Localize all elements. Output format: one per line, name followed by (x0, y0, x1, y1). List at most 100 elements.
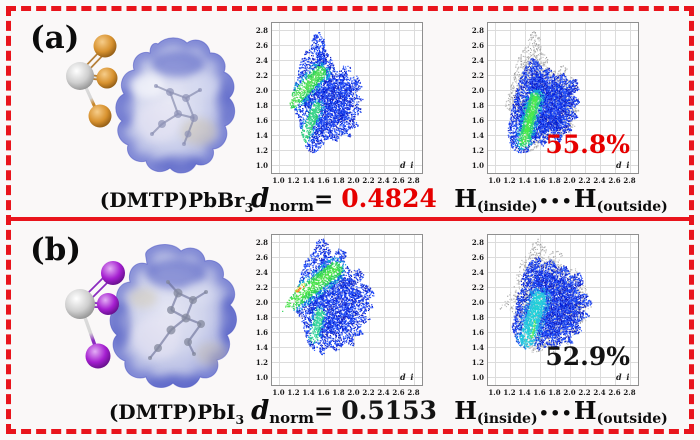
x-tick-label: 1.2 (287, 388, 300, 397)
dnorm-subscript: norm (269, 197, 314, 216)
y-tick-label: 2.6 (471, 252, 484, 262)
hh-contact-caption-a: H(inside)···H(outside) (452, 184, 670, 219)
hirshfeld-surface-b (109, 244, 237, 389)
x-tick-label: 1.6 (317, 388, 330, 397)
contact-dots: ··· (538, 396, 573, 432)
y-tick-label: 1.0 (471, 160, 484, 170)
x-tick-label: 2.4 (377, 388, 390, 397)
h-outside-subscript: (outside) (596, 199, 668, 216)
h-outside-subscript: (outside) (596, 411, 668, 428)
x-tick-label: 1.4 (302, 176, 315, 185)
scatter-canvas (271, 22, 423, 174)
x-tick-label: 1.2 (503, 176, 516, 185)
pb-atom (65, 289, 95, 319)
i-atom-mid (97, 293, 119, 315)
y-tick-label: 2.6 (471, 40, 484, 50)
x-tick-label: 1.8 (548, 176, 561, 185)
y-tick-label: 2.2 (471, 70, 484, 80)
fingerprint-plot-b-hh: d e d i 52.9% 1.01.01.21.21.41.41.61.61.… (464, 228, 654, 400)
h-outside: H (573, 396, 597, 425)
formula-main: (DMTP)PbBr (99, 188, 245, 212)
molecule-and-surface-b (65, 244, 237, 389)
h-inside-subscript: (inside) (476, 199, 538, 216)
y-tick-label: 1.2 (255, 357, 268, 367)
y-tick-label: 2.2 (255, 282, 268, 292)
equals-sign: = (313, 186, 342, 213)
x-tick-label: 1.6 (533, 176, 546, 185)
panel-b-label: (b) (30, 232, 82, 268)
pb-atom (66, 62, 94, 90)
x-tick-label: 2.2 (362, 176, 375, 185)
x-tick-label: 2.6 (392, 176, 405, 185)
pbi3-molecule (65, 261, 125, 369)
x-tick-label: 2.0 (563, 388, 576, 397)
scatter-canvas (271, 234, 423, 386)
panel-a-label: (a) (30, 20, 80, 56)
panel-divider-line (6, 217, 694, 221)
panel-a: (a) (14, 12, 686, 219)
x-tick-label: 1.0 (488, 176, 501, 185)
x-tick-label: 2.6 (608, 388, 621, 397)
x-tick-label: 2.0 (347, 388, 360, 397)
formula-subscript: 3 (235, 412, 245, 427)
y-tick-label: 1.0 (255, 372, 268, 382)
y-tick-label: 1.8 (471, 100, 484, 110)
y-tick-label: 2.8 (255, 25, 268, 35)
y-tick-label: 2.8 (471, 237, 484, 247)
y-tick-label: 2.0 (255, 85, 268, 95)
scatter-canvas (487, 22, 639, 174)
y-tick-label: 1.4 (255, 130, 268, 140)
y-tick-label: 1.8 (255, 312, 268, 322)
y-tick-label: 1.8 (471, 312, 484, 322)
y-tick-label: 1.6 (471, 115, 484, 125)
molecule-and-surface-a (66, 34, 236, 174)
scatter-canvas (487, 234, 639, 386)
x-tick-label: 1.0 (488, 388, 501, 397)
y-tick-label: 2.0 (471, 85, 484, 95)
br-atom-mid (96, 67, 118, 89)
y-tick-label: 2.8 (471, 25, 484, 35)
x-tick-label: 2.4 (377, 176, 390, 185)
axis-label-di: d i (400, 160, 415, 170)
h-outside: H (573, 184, 597, 213)
dnorm-symbol: d (251, 396, 270, 426)
h-inside: H (454, 184, 477, 213)
x-tick-label: 2.0 (563, 176, 576, 185)
dnorm-caption-b: dnorm= 0.5153 (244, 396, 444, 427)
br-atom-bottom (88, 104, 112, 128)
y-tick-label: 2.4 (255, 55, 268, 65)
dnorm-subscript: norm (269, 409, 314, 428)
x-tick-label: 2.0 (347, 176, 360, 185)
y-tick-label: 1.0 (471, 372, 484, 382)
y-tick-label: 1.2 (471, 357, 484, 367)
y-tick-label: 2.2 (255, 70, 268, 80)
y-tick-label: 1.2 (255, 145, 268, 155)
axis-label-di: d i (616, 372, 631, 382)
surface-rim-shading (115, 37, 235, 173)
pbbr3-molecule (66, 34, 118, 128)
x-tick-label: 1.4 (518, 388, 531, 397)
y-tick-label: 2.0 (471, 297, 484, 307)
dnorm-value: 0.4824 (341, 184, 437, 213)
x-tick-label: 1.0 (272, 388, 285, 397)
y-tick-label: 2.8 (255, 237, 268, 247)
x-tick-label: 1.4 (518, 176, 531, 185)
y-tick-label: 2.6 (255, 252, 268, 262)
y-tick-label: 1.6 (471, 327, 484, 337)
y-tick-label: 2.4 (471, 55, 484, 65)
x-tick-label: 1.2 (503, 388, 516, 397)
hirshfeld-surface-a (115, 37, 236, 174)
x-tick-label: 2.2 (578, 176, 591, 185)
y-tick-label: 1.2 (471, 145, 484, 155)
x-tick-label: 1.8 (548, 388, 561, 397)
y-tick-label: 1.4 (471, 130, 484, 140)
x-tick-label: 1.2 (287, 176, 300, 185)
x-tick-label: 1.8 (332, 388, 345, 397)
y-tick-label: 1.0 (255, 160, 268, 170)
i-atom-top (101, 261, 125, 285)
x-tick-label: 1.0 (272, 176, 285, 185)
i-atom-bottom (85, 343, 111, 369)
equals-sign: = (313, 398, 342, 425)
x-tick-label: 2.8 (623, 388, 636, 397)
fingerprint-plot-a-full: d e d i 1.01.01.21.21.41.41.61.61.81.82.… (248, 16, 438, 188)
